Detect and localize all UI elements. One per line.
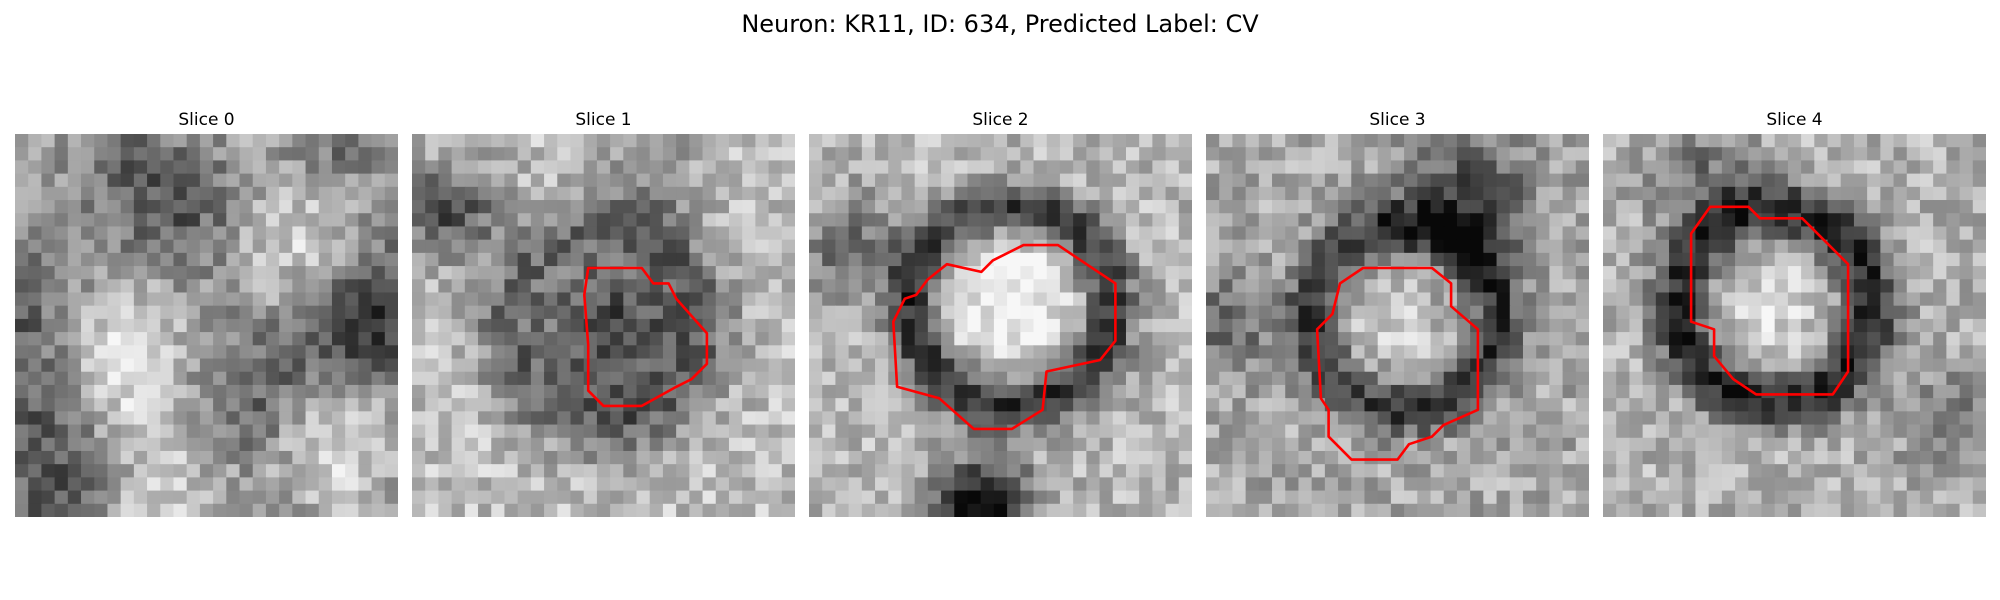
roi-contour-3: [1315, 266, 1480, 461]
slice-image-1: [412, 134, 795, 517]
figure-title: Neuron: KR11, ID: 634, Predicted Label: …: [741, 10, 1259, 38]
roi-contour-2: [892, 243, 1117, 431]
slice-image-4: [1603, 134, 1986, 517]
roi-contour-1: [583, 266, 709, 408]
slice-title-4: Slice 4: [1766, 110, 1823, 130]
slice-image-3: [1206, 134, 1589, 517]
slice-title-2: Slice 2: [972, 110, 1029, 130]
roi-contour-4: [1689, 205, 1850, 396]
slice-image-2: [809, 134, 1192, 517]
slice-image-0: [15, 134, 398, 517]
slice-title-3: Slice 3: [1369, 110, 1426, 130]
slice-title-1: Slice 1: [575, 110, 632, 130]
slice-title-0: Slice 0: [178, 110, 235, 130]
